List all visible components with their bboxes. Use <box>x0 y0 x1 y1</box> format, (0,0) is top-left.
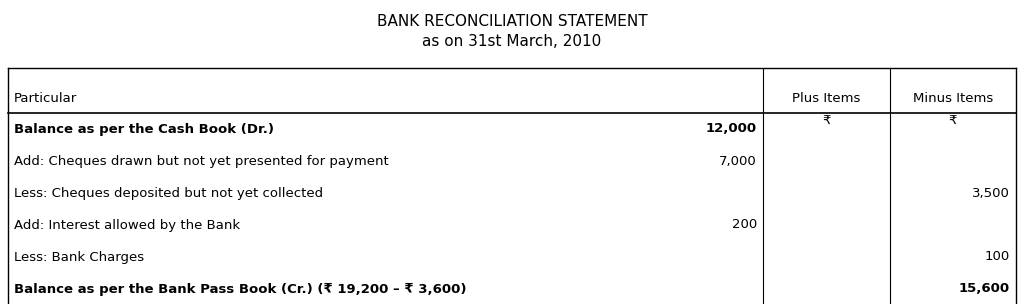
Text: Add: Interest allowed by the Bank: Add: Interest allowed by the Bank <box>14 219 240 232</box>
Text: Minus Items: Minus Items <box>912 92 993 105</box>
Text: 100: 100 <box>985 250 1010 264</box>
Text: 200: 200 <box>732 219 757 232</box>
Text: 12,000: 12,000 <box>706 123 757 136</box>
Text: Less: Cheques deposited but not yet collected: Less: Cheques deposited but not yet coll… <box>14 186 324 199</box>
Text: ₹: ₹ <box>949 115 957 128</box>
Text: BANK RECONCILIATION STATEMENT: BANK RECONCILIATION STATEMENT <box>377 14 647 29</box>
Text: as on 31st March, 2010: as on 31st March, 2010 <box>422 34 602 49</box>
Text: Add: Cheques drawn but not yet presented for payment: Add: Cheques drawn but not yet presented… <box>14 154 389 168</box>
Text: Balance as per the Bank Pass Book (Cr.) (₹ 19,200 – ₹ 3,600): Balance as per the Bank Pass Book (Cr.) … <box>14 282 467 295</box>
Text: ₹: ₹ <box>822 115 830 128</box>
Text: Particular: Particular <box>14 92 77 105</box>
Text: 7,000: 7,000 <box>719 154 757 168</box>
Text: Balance as per the Cash Book (Dr.): Balance as per the Cash Book (Dr.) <box>14 123 274 136</box>
Text: 15,600: 15,600 <box>958 282 1010 295</box>
Text: Less: Bank Charges: Less: Bank Charges <box>14 250 144 264</box>
Text: 3,500: 3,500 <box>972 186 1010 199</box>
Text: Plus Items: Plus Items <box>793 92 861 105</box>
